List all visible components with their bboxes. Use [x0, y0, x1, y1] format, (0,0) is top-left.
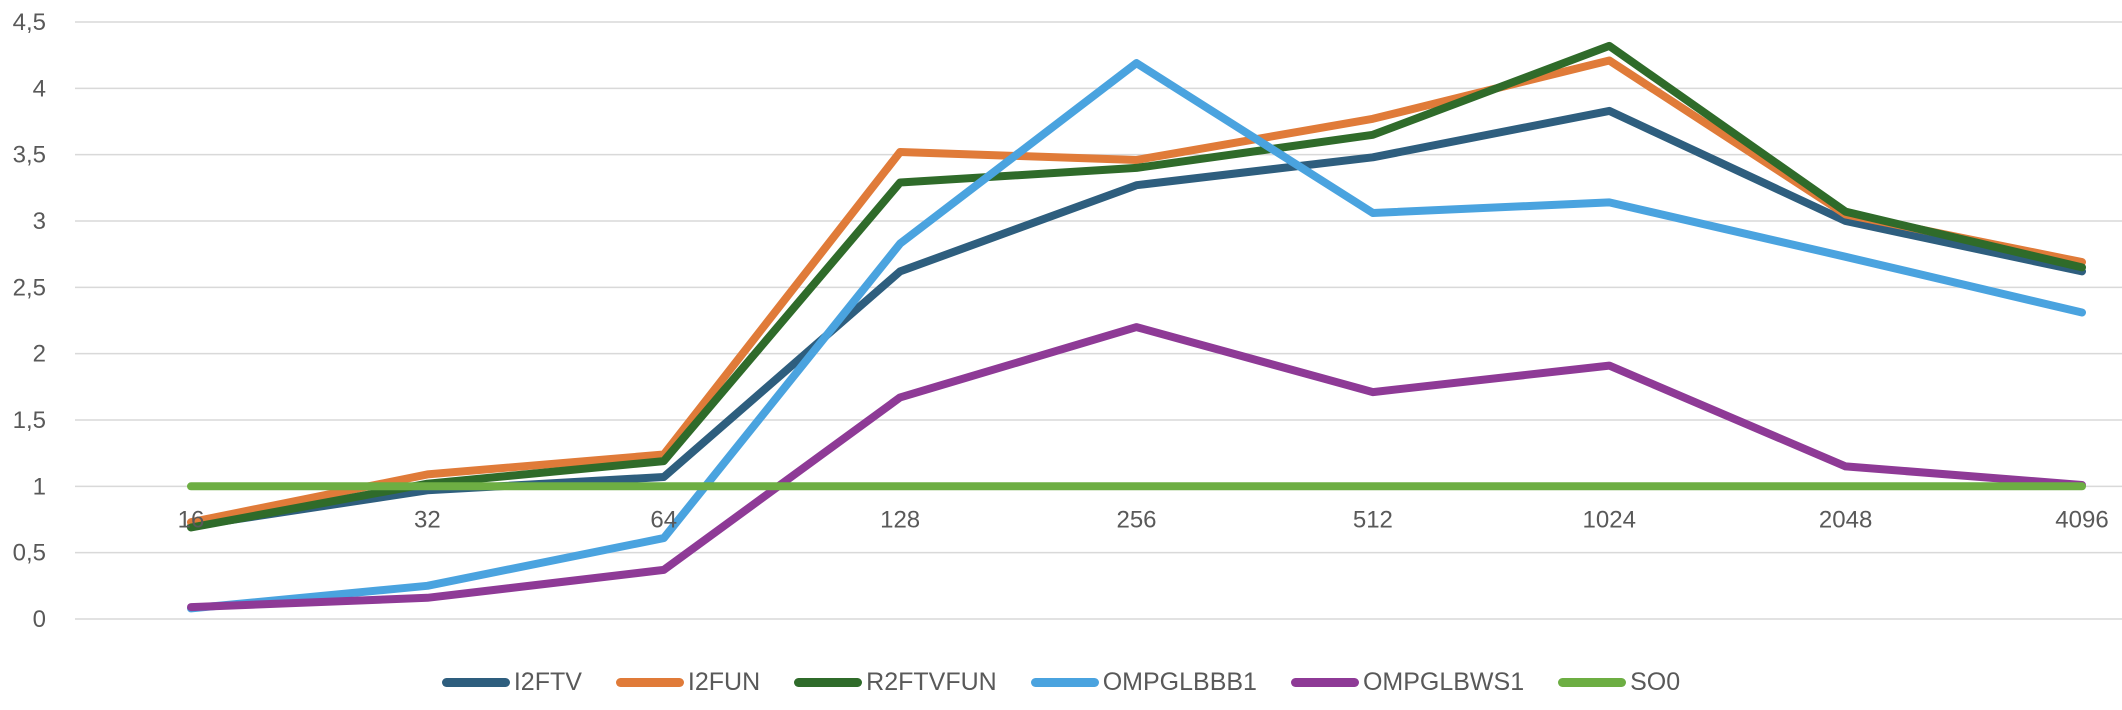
x-tick-label: 16: [178, 506, 205, 533]
y-tick-label: 3,5: [13, 142, 46, 169]
y-tick-label: 4: [33, 75, 46, 102]
x-tick-label: 512: [1353, 506, 1393, 533]
y-tick-label: 2: [33, 341, 46, 368]
y-tick-label: 1,5: [13, 407, 46, 434]
x-tick-label: 64: [650, 506, 677, 533]
legend-swatch: [1030, 677, 1099, 687]
y-tick-label: 1: [33, 473, 46, 500]
series-line-ompglbws1: [187, 323, 2086, 612]
legend-swatch: [1290, 677, 1359, 687]
legend-label: OMPGLBWS1: [1362, 667, 1525, 696]
x-tick-label: 256: [1116, 506, 1156, 533]
legend-swatch: [441, 677, 510, 687]
legend-label: OMPGLBBB1: [1102, 667, 1257, 696]
legend-swatch: [794, 677, 863, 687]
series-line-ompglbbb1: [187, 59, 2086, 613]
legend-item-so0: SO0: [1558, 668, 1680, 697]
chart-legend: I2FTV I2FUN R2FTVFUN OMPGLBBB1 OMPGLBWS1 SO0: [0, 662, 2122, 702]
legend-item-ompglbws1: OMPGLBWS1: [1290, 667, 1525, 697]
legend-label: I2FTV: [513, 667, 582, 696]
series-line-i2fun: [187, 56, 2086, 527]
legend-label: R2FTVFUN: [866, 667, 997, 696]
x-tick-label: 32: [414, 506, 441, 533]
y-tick-label: 0,5: [13, 540, 46, 567]
legend-item-i2ftv: I2FTV: [441, 667, 582, 697]
legend-swatch: [1558, 677, 1627, 687]
y-tick-label: 2,5: [13, 274, 46, 301]
legend-item-ompglbbb1: OMPGLBBB1: [1030, 667, 1257, 697]
y-tick-label: 3: [33, 208, 46, 235]
x-tick-label: 2048: [1819, 506, 1872, 533]
y-tick-label: 0: [33, 606, 46, 633]
legend-label: I2FUN: [687, 667, 761, 696]
x-tick-label: 128: [880, 506, 920, 533]
x-tick-label: 1024: [1583, 506, 1636, 533]
y-tick-label: 4,5: [13, 9, 46, 36]
legend-item-r2ftvfun: R2FTVFUN: [794, 668, 997, 697]
x-axis-tick-labels: 16 32 64 128 256 512 1024 2048 4096: [178, 506, 2109, 533]
series-lines: [187, 41, 2086, 613]
gridlines: [75, 21, 2122, 620]
series-line-r2ftvfun: [187, 41, 2086, 532]
legend-item-i2fun: I2FUN: [615, 667, 761, 697]
series-line-i2ftv: [187, 106, 2086, 531]
y-axis-tick-labels: 0 0,5 1 1,5 2 2,5 3 3,5 4 4,5: [13, 9, 46, 633]
legend-label: SO0: [1630, 667, 1681, 696]
line-chart: 0 0,5 1 1,5 2 2,5 3 3,5 4 4,5 16 32 64 128 256 512 1024…: [13, 9, 2122, 633]
legend-swatch: [615, 677, 684, 687]
x-tick-label: 4096: [2055, 506, 2108, 533]
